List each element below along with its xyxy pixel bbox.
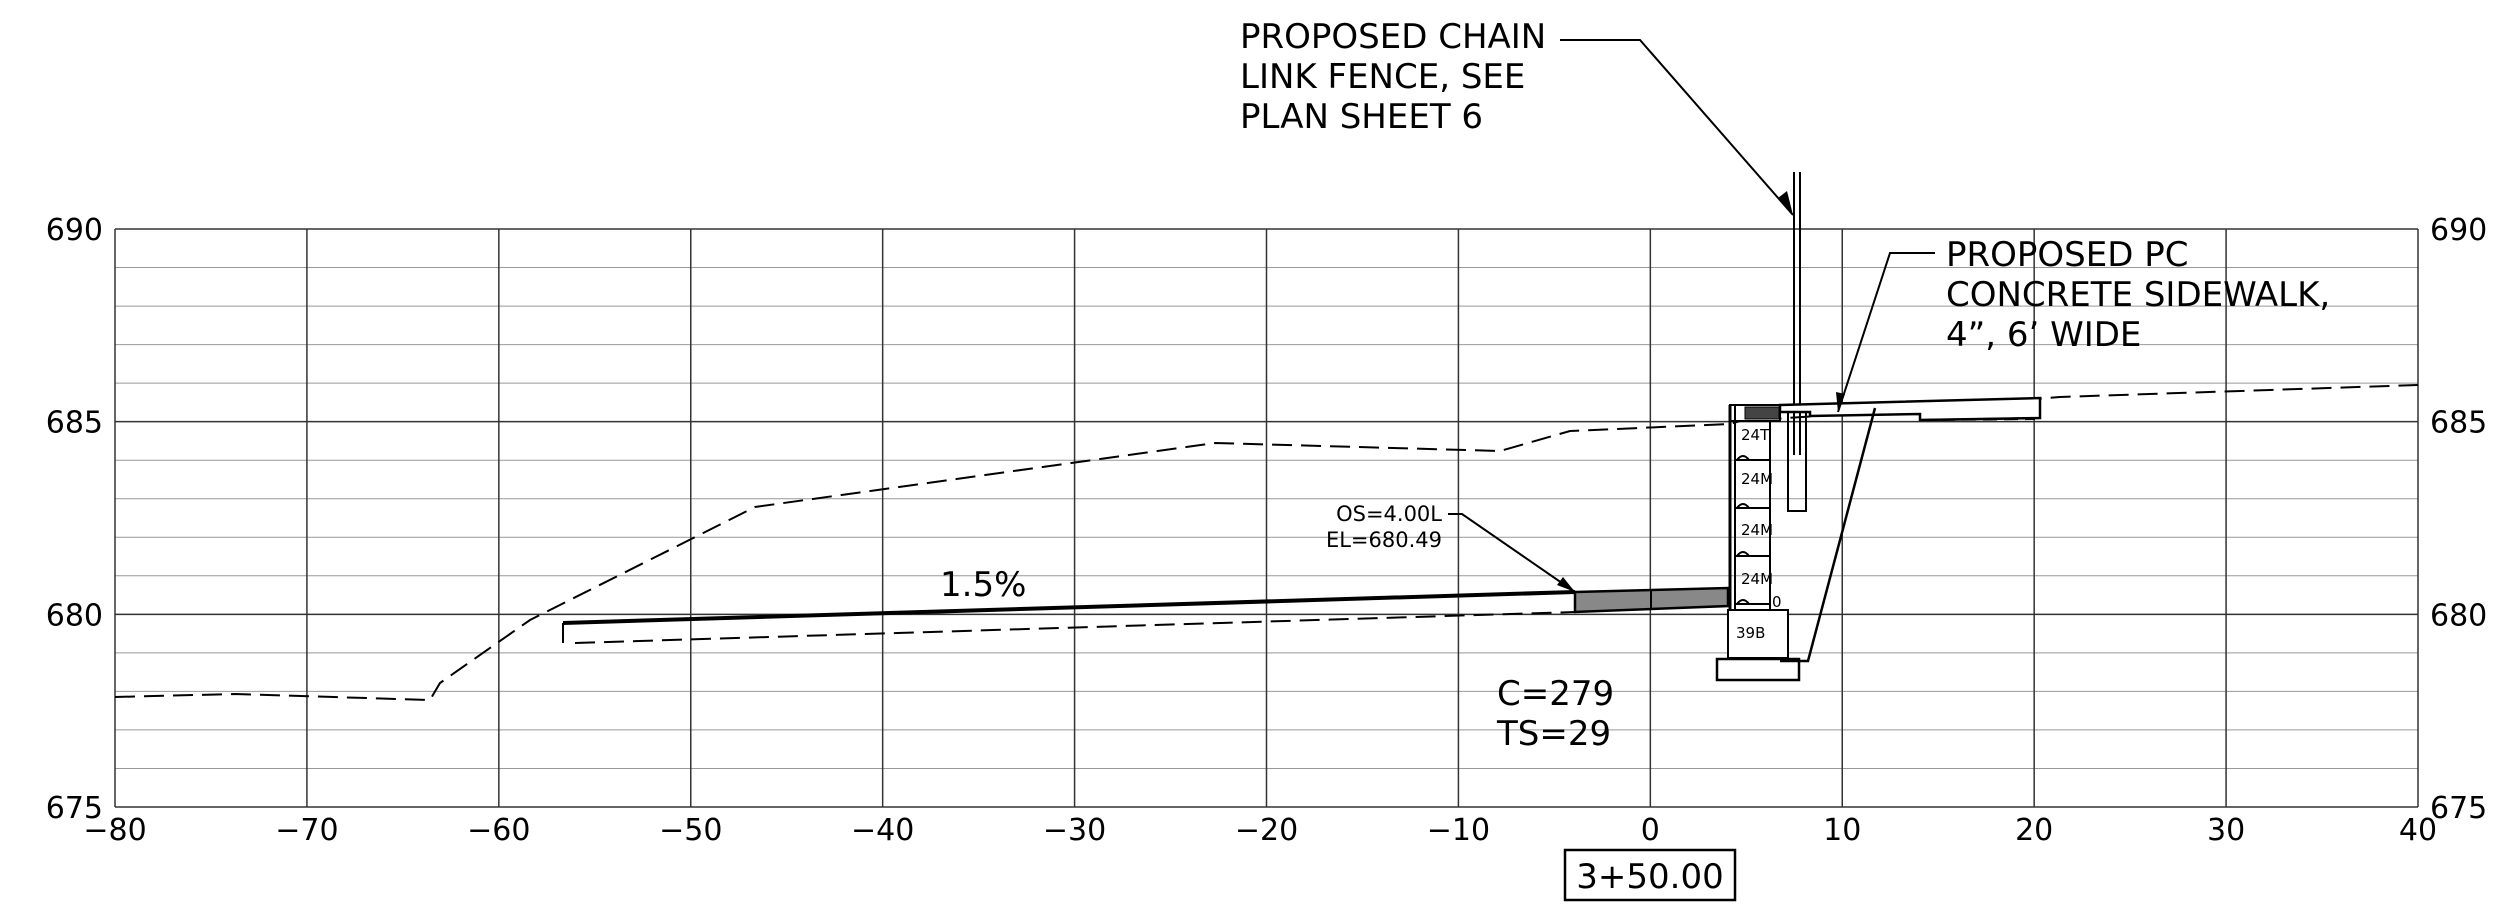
y-tick-label-left: 685 [46,406,103,441]
y-tick-label-left: 680 [46,598,103,633]
sidewalk-subbase-dashed [1919,418,2036,421]
fence-callout-line-3: PLAN SHEET 6 [1240,97,1483,137]
proposed-subgrade-line [574,611,1576,644]
retaining-wall: 24T 24M 24M 24M 0 39B [1715,404,1801,682]
x-tick-label: −10 [1427,813,1490,848]
wall-coping-hatch [1744,406,1780,420]
x-tick-label: −70 [275,813,338,848]
sidewalk-leader-arrow [1836,392,1845,412]
axis-tick-labels: 675 675 680 680 685 685 690 690 −80 −70 −60 −50 −40 −… [46,213,2488,848]
fence-callout-line-2: LINK FENCE, SEE [1240,57,1525,97]
x-tick-label: 20 [2015,813,2053,848]
offset-callout-line-1: OS=4.00L [1336,502,1442,526]
x-tick-label: −60 [467,813,530,848]
offset-leader-arrow [1557,577,1575,592]
fence-leader-arrow [1778,191,1793,215]
x-tick-label: −50 [659,813,722,848]
x-tick-label: 0 [1641,813,1660,848]
wall-block-label: 0 [1772,593,1782,611]
station-box [1563,848,1737,902]
sidewalk-callout-line-1: PROPOSED PC [1946,235,2188,275]
wall-block-label: 24M [1741,521,1773,539]
wall-block-label: 39B [1736,624,1765,642]
x-tick-label: 10 [1823,813,1861,848]
wall-block-outline [1734,405,1771,650]
wall-footing [1715,657,1801,682]
offset-callout-line-2: EL=680.49 [1326,528,1442,552]
x-tick-label: −40 [851,813,914,848]
x-tick-label: −20 [1235,813,1298,848]
sidewalk [1778,396,2042,663]
x-tick-label: −30 [1043,813,1106,848]
x-tick-label: −80 [83,813,146,848]
major-gridlines [114,228,2419,808]
y-tick-label-right: 680 [2430,598,2487,633]
station-label: 3+50.00 [1576,857,1723,897]
fence-callout-line-1: PROPOSED CHAIN [1240,17,1546,57]
wall-block-label: 24M [1741,570,1773,588]
wall-backfill-line [1780,407,1877,663]
y-tick-label-right: 685 [2430,406,2487,441]
y-tick-label-right: 675 [2430,791,2487,826]
sidewalk-callout-line-3: 4”, 6’ WIDE [1946,315,2141,355]
quantity-c: C=279 [1497,674,1614,714]
y-tick-label-left: 675 [46,791,103,826]
wall-block-label: 24M [1741,470,1773,488]
x-tick-label: 30 [2207,813,2245,848]
sidewalk-callout-line-2: CONCRETE SIDEWALK, [1946,275,2330,315]
slope-label: 1.5% [940,565,1026,605]
y-tick-label-right: 690 [2430,213,2487,248]
proposed-slope-line [562,590,1576,625]
x-tick-label: 40 [2399,813,2437,848]
wall-base-block [1727,609,1789,659]
quantity-ts: TS=29 [1496,714,1611,754]
wall-block-label: 24T [1741,426,1770,444]
sidewalk-leader [1837,252,1935,413]
fence-footing [1787,404,1807,512]
y-tick-label-left: 690 [46,213,103,248]
wall-block-keys [1736,455,1750,605]
fence-leader [1560,39,1794,216]
offset-leader [1448,513,1576,593]
